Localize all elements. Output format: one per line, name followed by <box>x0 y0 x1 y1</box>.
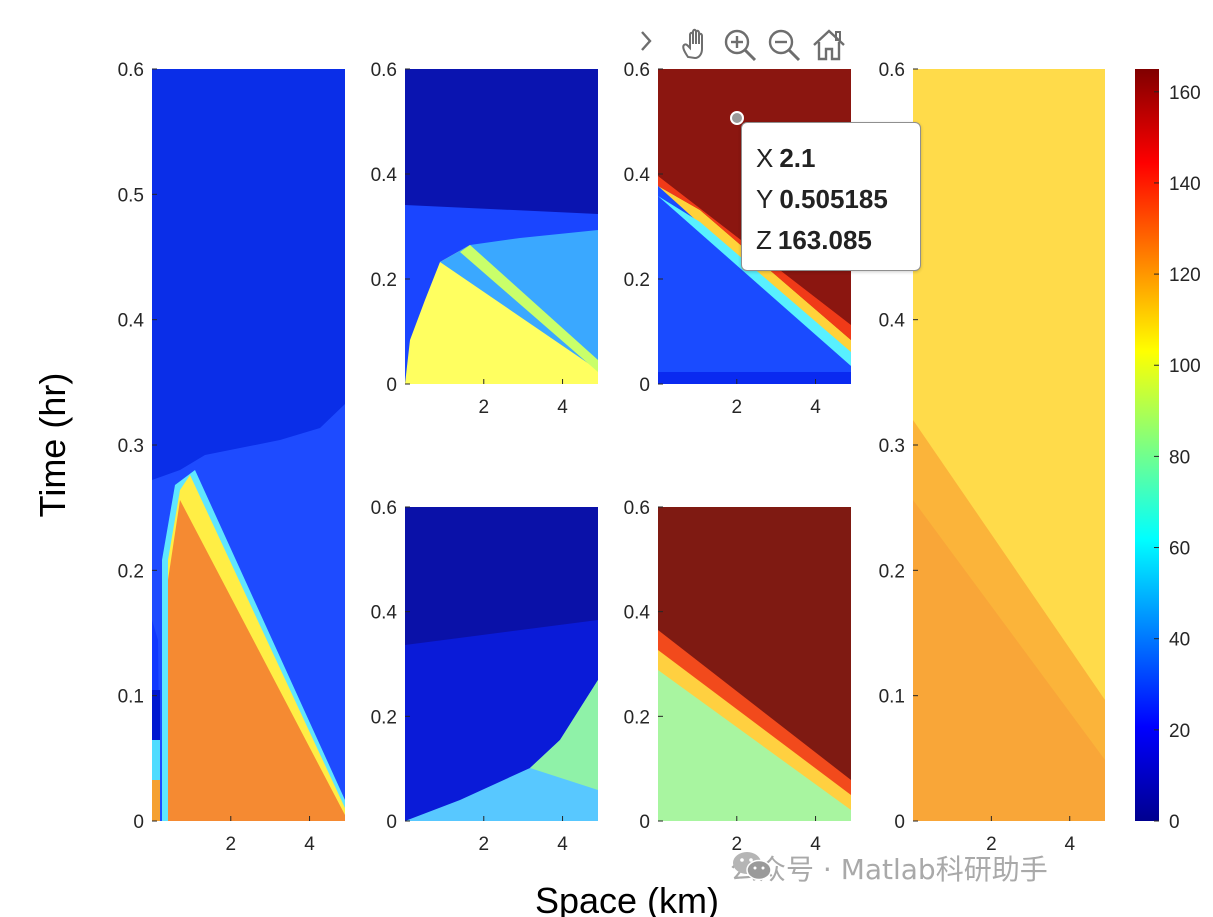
datatip-x-key: X <box>756 143 774 173</box>
colorbar[interactable] <box>1135 69 1159 821</box>
panel-1-x-tick-label: 2 <box>225 834 236 855</box>
panel-3-x-tick-label: 2 <box>731 397 742 418</box>
colorbar-tick-label: 120 <box>1169 265 1201 286</box>
panel-2-x-tick-label: 2 <box>478 397 489 418</box>
x-axis-label: Space (km) <box>535 880 719 917</box>
panel-1-y-tick-label: 0.5 <box>118 185 144 206</box>
colorbar-tick-label: 160 <box>1169 83 1201 104</box>
home-restore-icon[interactable] <box>810 27 846 63</box>
panel-4-y-tick-label: 0.4 <box>371 603 398 624</box>
panel-2-y-tick-label: 0.6 <box>371 60 397 81</box>
panel-4-heatmap[interactable] <box>405 507 598 821</box>
panel-1-y-tick-label: 0 <box>133 812 144 833</box>
panel-1-heatmap[interactable] <box>152 69 345 821</box>
panel-3-y-tick-label: 0.2 <box>624 270 650 291</box>
panel-5-y-tick-label: 0.2 <box>624 707 650 728</box>
watermark: 公众号 · Matlab科研助手 <box>730 848 1048 888</box>
datatip-y-key: Y <box>756 184 774 214</box>
axes-layer: 00.10.20.30.40.50.62 400.20.40.62 400.20.4… <box>118 60 1201 855</box>
panel-1-y-tick-label: 0.3 <box>118 436 144 457</box>
wechat-icon <box>733 852 772 881</box>
panel-6-y-tick-label: 0.6 <box>879 60 905 81</box>
colorbar-tick-label: 100 <box>1169 356 1201 377</box>
panel-3-y-tick-label: 0 <box>639 375 650 396</box>
panel-2-y-tick-label: 0.2 <box>371 270 397 291</box>
panel-1-y-tick-label: 0.1 <box>118 687 144 708</box>
panel-3-y-tick-label: 0.4 <box>624 165 651 186</box>
panel-5-y-tick-label: 0.6 <box>624 498 650 519</box>
panel-6-heatmap[interactable] <box>913 69 1105 821</box>
panel-2-y-tick-label: 0.4 <box>371 165 398 186</box>
panel-6-y-tick-label: 0.2 <box>879 561 905 582</box>
colorbar-tick-label: 40 <box>1169 630 1190 651</box>
colorbar-tick-label: 0 <box>1169 812 1180 833</box>
panel-1-y-tick-label: 0.4 <box>118 311 145 332</box>
panel-2-y-tick-label: 0 <box>386 375 397 396</box>
datatip-x-value: 2.1 <box>779 143 816 173</box>
expand-chevron-icon[interactable] <box>636 27 672 63</box>
zoom-in-icon[interactable] <box>722 27 758 63</box>
panel-4-y-tick-label: 0.2 <box>371 707 397 728</box>
panel-1-y-tick-label: 0.6 <box>118 60 144 81</box>
datatip-z-key: Z <box>756 225 772 255</box>
colorbar-tick-label: 140 <box>1169 174 1201 195</box>
colorbar-tick-label: 20 <box>1169 721 1190 742</box>
panel-3-y-tick-label: 0.6 <box>624 60 650 81</box>
panel-5-y-tick-label: 0.4 <box>624 603 651 624</box>
datatip: X 2.1 Y 0.505185 Z 163.085 <box>741 122 921 271</box>
zoom-out-icon[interactable] <box>766 27 802 63</box>
panel-4-y-tick-label: 0.6 <box>371 498 397 519</box>
panel-5-x-tick-label: 2 <box>731 834 742 855</box>
panel-1-y-tick-label: 0.2 <box>118 561 144 582</box>
panel-1-x-tick-label: 4 <box>304 834 315 855</box>
panel-6-x-tick-label: 4 <box>1064 834 1075 855</box>
panel-2-x-tick-label: 4 <box>557 397 568 418</box>
datatip-z-value: 163.085 <box>777 225 872 255</box>
panel-6-x-tick-label: 2 <box>986 834 997 855</box>
panel-5-heatmap[interactable] <box>658 507 851 821</box>
panel-5-x-tick-label: 4 <box>810 834 821 855</box>
colorbar-tick-label: 80 <box>1169 447 1190 468</box>
panel-6-y-tick-label: 0 <box>894 812 905 833</box>
pan-hand-icon[interactable] <box>678 27 714 63</box>
panel-3-x-tick-label: 4 <box>810 397 821 418</box>
panel-6-y-tick-label: 0.3 <box>879 436 905 457</box>
datatip-marker[interactable] <box>730 111 744 125</box>
panel-4-x-tick-label: 4 <box>557 834 568 855</box>
datatip-y-value: 0.505185 <box>779 184 888 214</box>
panel-6-y-tick-label: 0.1 <box>879 687 905 708</box>
panel-4-y-tick-label: 0 <box>386 812 397 833</box>
panel-6-y-tick-label: 0.4 <box>879 311 906 332</box>
panel-4-x-tick-label: 2 <box>478 834 489 855</box>
y-axis-label: Time (hr) <box>32 373 73 518</box>
watermark-text: 公众号 · Matlab科研助手 <box>730 853 1048 886</box>
panel-2-heatmap[interactable] <box>405 69 598 384</box>
colorbar-tick-label: 60 <box>1169 539 1190 560</box>
panel-5-y-tick-label: 0 <box>639 812 650 833</box>
